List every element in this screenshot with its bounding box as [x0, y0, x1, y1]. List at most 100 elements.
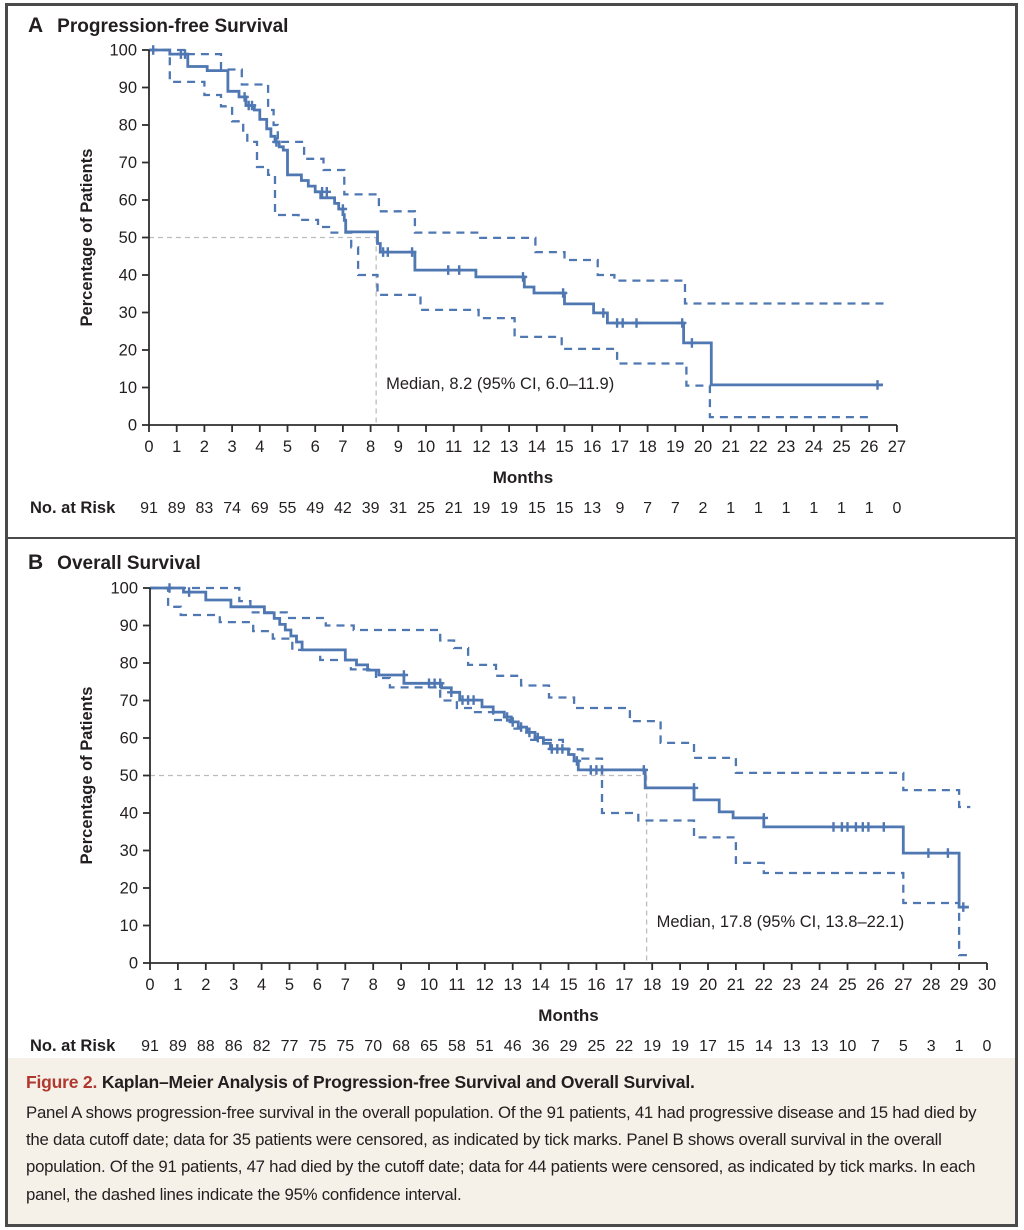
risk-count: 13 — [783, 1038, 801, 1055]
panel-b-header: B Overall Survival — [28, 551, 201, 575]
risk-count: 86 — [225, 1038, 243, 1055]
y-tick-label: 20 — [120, 880, 138, 898]
median-annotation: Median, 17.8 (95% CI, 13.8–22.1) — [657, 913, 905, 931]
x-tick-label: 25 — [838, 976, 856, 994]
caption-body: Panel A shows progression-free survival … — [26, 1103, 977, 1204]
x-tick-label: 17 — [611, 438, 629, 456]
x-tick-label: 22 — [755, 976, 773, 994]
y-tick-label: 0 — [128, 417, 137, 435]
risk-count: 29 — [560, 1038, 578, 1055]
risk-count: 25 — [417, 500, 435, 517]
caption-title: Figure 2. Kaplan–Meier Analysis of Progr… — [26, 1072, 993, 1093]
x-tick-label: 8 — [369, 976, 378, 994]
panel-b-title: Overall Survival — [57, 553, 201, 574]
x-tick-label: 22 — [749, 438, 767, 456]
y-tick-label: 40 — [119, 267, 137, 285]
y-tick-label: 100 — [110, 580, 138, 598]
x-tick-label: 9 — [394, 438, 403, 456]
x-tick-label: 24 — [805, 438, 823, 456]
y-tick-label: 30 — [119, 304, 137, 322]
x-tick-label: 12 — [472, 438, 490, 456]
risk-count: 5 — [899, 1038, 908, 1055]
risk-count: 46 — [504, 1038, 522, 1055]
x-tick-label: 3 — [228, 438, 237, 456]
risk-count: 1 — [754, 500, 763, 517]
x-tick-label: 4 — [257, 976, 266, 994]
x-tick-label: 26 — [866, 976, 884, 994]
x-tick-label: 18 — [643, 976, 661, 994]
ci-lower-curve — [149, 48, 872, 419]
risk-count: 51 — [476, 1038, 494, 1055]
x-tick-label: 14 — [531, 976, 549, 994]
censor-marks — [165, 583, 968, 912]
x-axis-title: Months — [538, 1006, 598, 1025]
risk-count: 9 — [615, 500, 624, 517]
risk-count: 7 — [643, 500, 652, 517]
risk-count: 1 — [809, 500, 818, 517]
risk-count: 7 — [671, 500, 680, 517]
risk-table-label: No. at Risk — [30, 1037, 116, 1055]
risk-count: 19 — [473, 500, 491, 517]
risk-count: 15 — [528, 500, 546, 517]
x-axis-title: Months — [493, 468, 553, 487]
risk-count: 68 — [392, 1038, 410, 1055]
risk-count: 49 — [306, 500, 324, 517]
x-tick-label: 2 — [200, 438, 209, 456]
risk-count: 19 — [671, 1038, 689, 1055]
risk-count: 13 — [583, 500, 601, 517]
x-tick-label: 15 — [555, 438, 573, 456]
x-tick-label: 1 — [173, 976, 182, 994]
x-tick-label: 10 — [417, 438, 435, 456]
risk-count: 19 — [500, 500, 518, 517]
y-tick-label: 80 — [119, 117, 137, 135]
km-curve — [150, 586, 969, 909]
x-tick-label: 13 — [500, 438, 518, 456]
risk-count: 31 — [389, 500, 407, 517]
caption-title-text: Kaplan–Meier Analysis of Progression-fre… — [101, 1072, 695, 1092]
panel-separator — [8, 537, 1015, 539]
risk-count: 13 — [811, 1038, 829, 1055]
panel-a-header: A Progression-free Survival — [28, 14, 288, 38]
ci-lower-curve — [150, 586, 968, 957]
x-tick-label: 13 — [504, 976, 522, 994]
risk-count: 89 — [168, 500, 186, 517]
panel-a-label: A — [28, 14, 44, 37]
y-tick-label: 60 — [119, 192, 137, 210]
x-tick-label: 10 — [420, 976, 438, 994]
risk-count: 55 — [279, 500, 297, 517]
y-tick-label: 50 — [119, 229, 137, 247]
y-tick-label: 0 — [129, 955, 138, 973]
risk-count: 88 — [197, 1038, 215, 1055]
risk-count: 17 — [699, 1038, 717, 1055]
x-tick-label: 15 — [559, 976, 577, 994]
risk-count: 3 — [927, 1038, 936, 1055]
x-tick-label: 24 — [810, 976, 828, 994]
risk-count: 91 — [141, 1038, 159, 1055]
figure-caption: Figure 2. Kaplan–Meier Analysis of Progr… — [8, 1058, 1015, 1227]
x-tick-label: 21 — [722, 438, 740, 456]
risk-count: 25 — [588, 1038, 606, 1055]
y-tick-label: 100 — [109, 42, 137, 60]
x-tick-label: 28 — [922, 976, 940, 994]
x-tick-label: 9 — [397, 976, 406, 994]
km-curve — [149, 48, 883, 387]
y-tick-label: 90 — [120, 617, 138, 635]
risk-table-label: No. at Risk — [30, 499, 116, 517]
risk-count: 58 — [448, 1038, 466, 1055]
x-tick-label: 3 — [229, 976, 238, 994]
x-tick-label: 25 — [832, 438, 850, 456]
risk-count: 89 — [169, 1038, 187, 1055]
risk-count: 42 — [334, 500, 352, 517]
y-tick-label: 60 — [120, 730, 138, 748]
x-tick-label: 7 — [341, 976, 350, 994]
x-tick-label: 12 — [476, 976, 494, 994]
x-tick-label: 16 — [587, 976, 605, 994]
x-tick-label: 18 — [638, 438, 656, 456]
x-tick-label: 0 — [144, 438, 153, 456]
panel-a-title: Progression-free Survival — [57, 16, 289, 37]
risk-count: 0 — [983, 1038, 992, 1055]
x-tick-label: 19 — [671, 976, 689, 994]
x-tick-label: 0 — [145, 976, 154, 994]
